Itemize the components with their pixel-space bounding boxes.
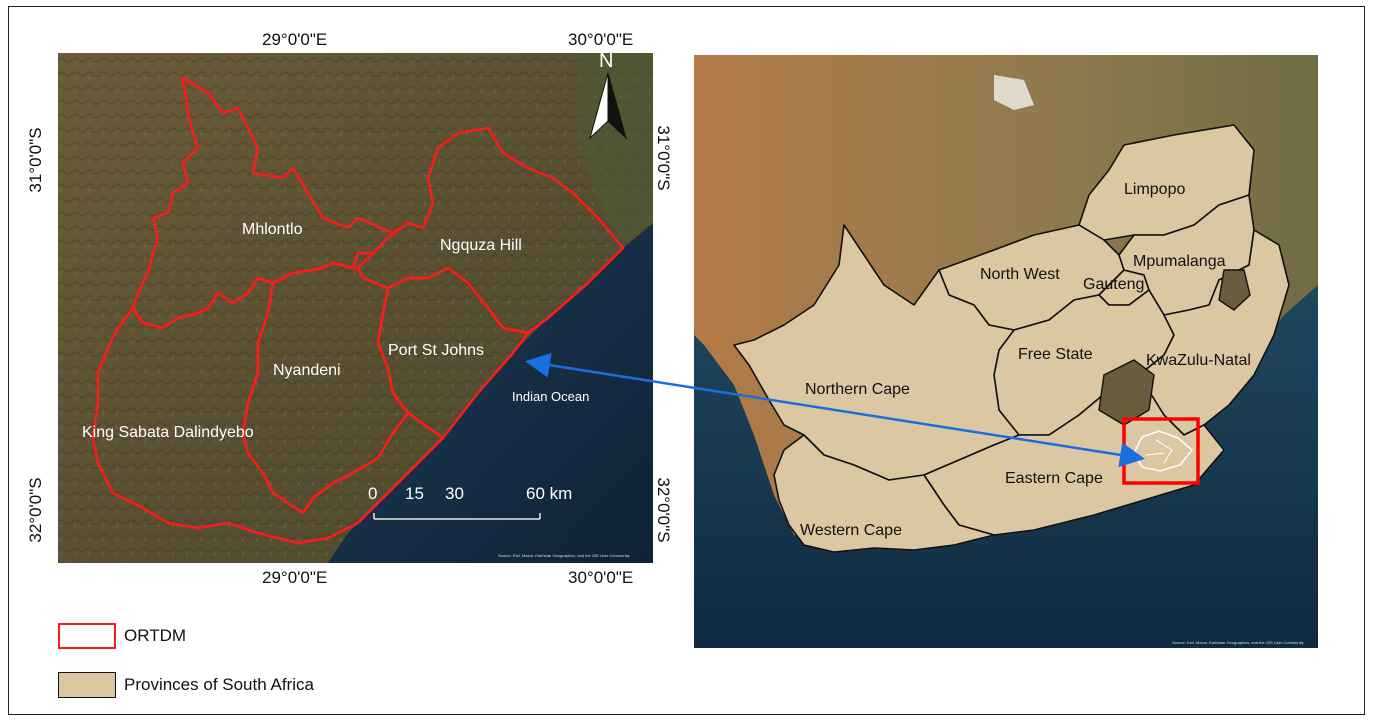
- municipality-ngquza-hill: Ngquza Hill: [440, 237, 522, 254]
- top-lon-label-1: 29°0'0"E: [262, 30, 328, 49]
- top-lon-label-2: 30°0'0"E: [568, 30, 634, 49]
- scale-label-60: 60 km: [526, 484, 573, 503]
- legend-provinces-label: Provinces of South Africa: [124, 675, 314, 694]
- province-label-north-west: North West: [980, 266, 1060, 283]
- left-lat-label-2: 32°0'0"S: [26, 477, 45, 543]
- province-label-gauteng: Gauteng: [1083, 276, 1145, 293]
- municipality-king-sabata: King Sabata Dalindyebo: [82, 424, 254, 441]
- municipality-nyandeni: Nyandeni: [273, 362, 341, 379]
- province-label-eastern-cape: Eastern Cape: [1005, 470, 1103, 487]
- north-label: N: [599, 50, 614, 72]
- province-label-northern-cape: Northern Cape: [805, 381, 910, 398]
- north-arrow-icon: [589, 72, 627, 140]
- right-lat-label-2: 32°0'0"S: [654, 477, 673, 543]
- ortdm-map: [58, 53, 653, 563]
- bottom-lon-label-1: 29°0'0"E: [262, 568, 328, 587]
- municipality-mhlontlo: Mhlontlo: [242, 221, 303, 238]
- province-label-limpopo: Limpopo: [1124, 181, 1186, 198]
- province-label-kwazulu-natal: KwaZulu-Natal: [1146, 352, 1251, 369]
- left-lat-label-1: 31°0'0"S: [26, 127, 45, 193]
- ortdm-boundary: [91, 76, 625, 545]
- ocean-area: [328, 223, 653, 563]
- left-map-attribution: Source: Esri, Maxar, Earthstar Geographi…: [498, 553, 630, 558]
- province-label-free-state: Free State: [1018, 346, 1093, 363]
- province-label-mpumalanga: Mpumalanga: [1133, 253, 1226, 270]
- right-lat-label-1: 31°0'0"S: [654, 125, 673, 191]
- right-map-attribution: Source: Esri, Maxar, Earthstar Geographi…: [1172, 640, 1304, 645]
- bottom-lon-label-2: 30°0'0"E: [568, 568, 634, 587]
- legend-provinces-swatch: [58, 672, 116, 698]
- province-label-western-cape: Western Cape: [800, 522, 902, 539]
- scale-bar: [373, 513, 541, 520]
- ocean-label: Indian Ocean: [512, 389, 590, 404]
- eswatini: [1218, 269, 1251, 311]
- scale-label-30: 30: [445, 484, 464, 503]
- province-kwazulu-natal: [1138, 229, 1290, 436]
- legend-ortdm-label: ORTDM: [124, 626, 187, 645]
- scale-label-0: 0: [368, 484, 378, 503]
- municipality-port-st-johns: Port St Johns: [388, 342, 485, 359]
- scale-label-15: 15: [405, 484, 424, 503]
- legend-ortdm-swatch: [58, 623, 116, 649]
